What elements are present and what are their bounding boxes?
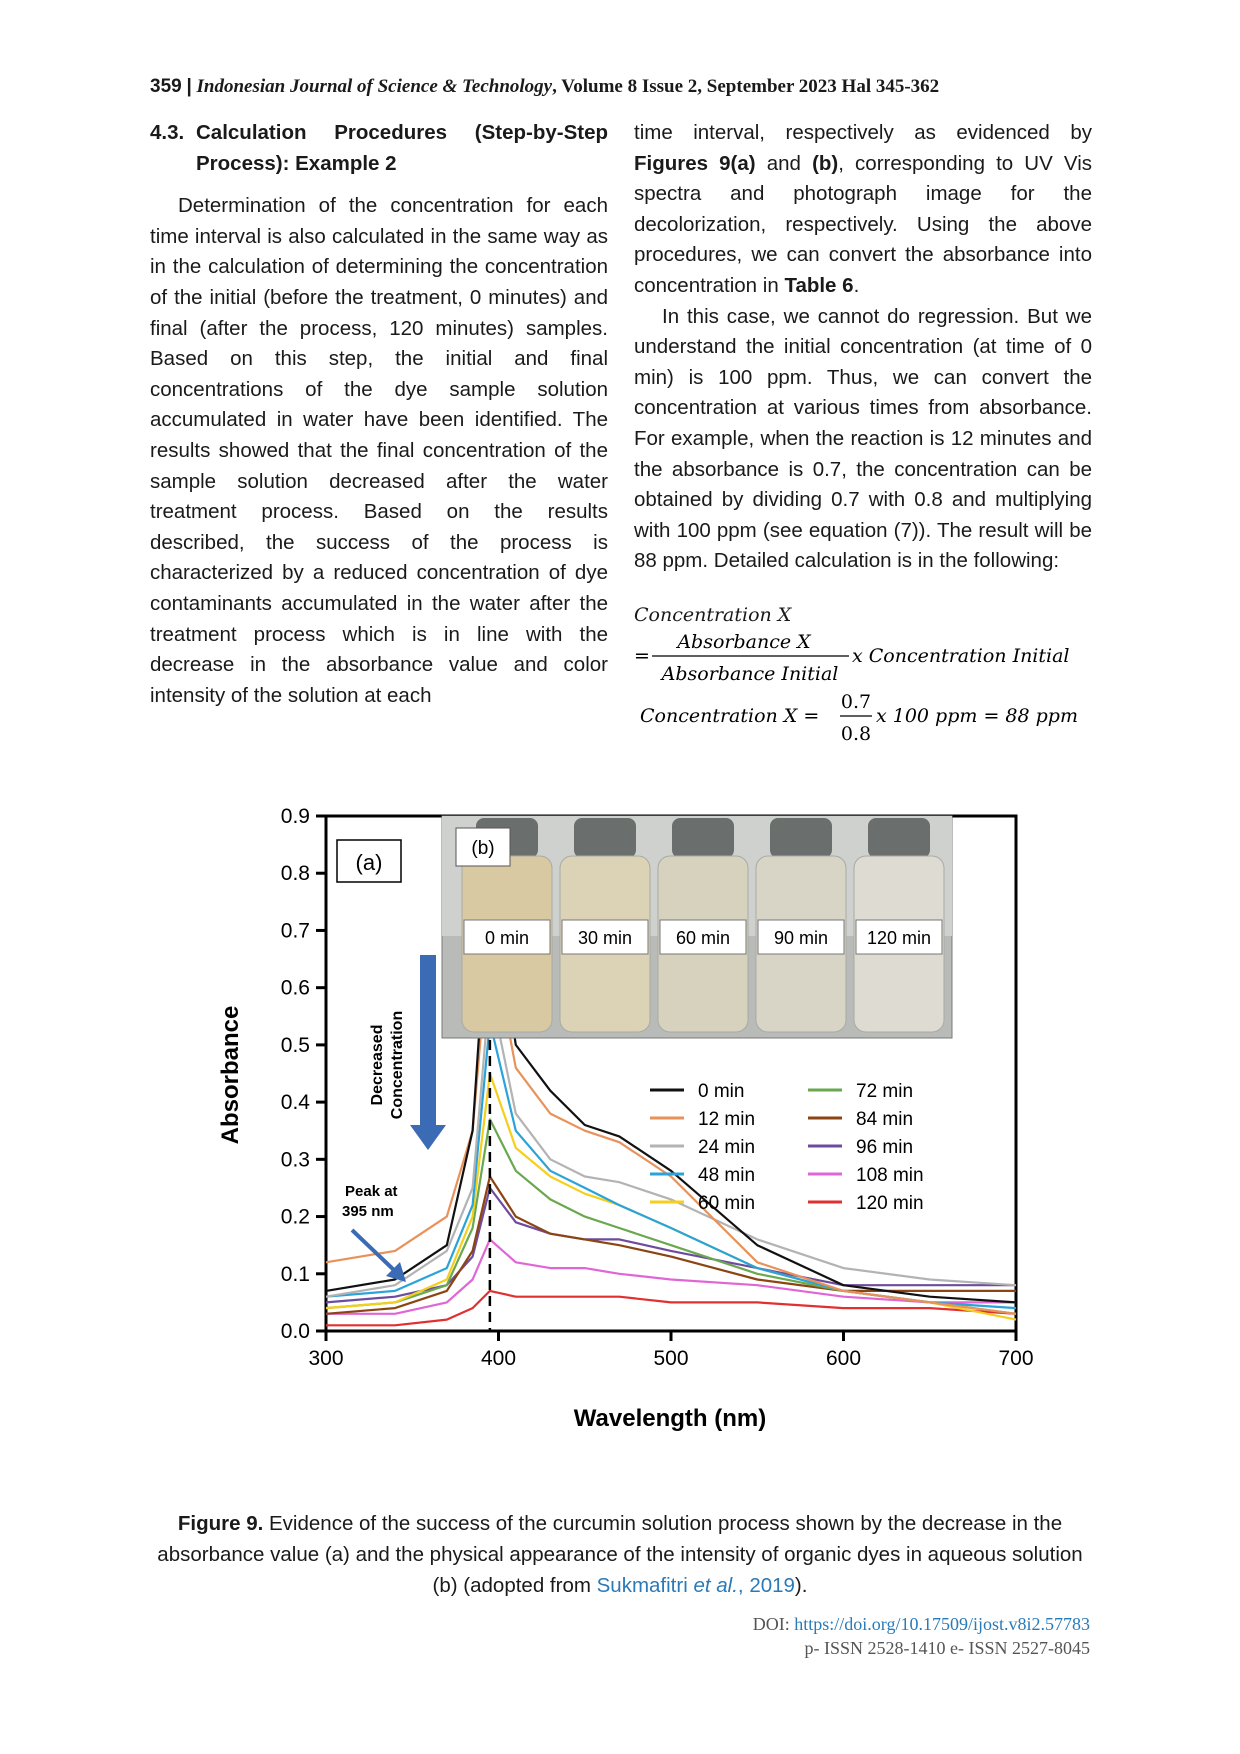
decrease-arrow [410, 955, 446, 1150]
vial-label: 0 min [485, 928, 529, 948]
table-ref: Table 6 [784, 273, 854, 297]
legend-label: 60 min [698, 1193, 755, 1214]
equation-block: = Absorbance X Absorbance Initial x Conc… [634, 631, 1070, 685]
y-tick-label: 0.1 [281, 1263, 310, 1286]
journal-name: Indonesian Journal of Science & Technolo… [196, 76, 553, 97]
vial-label: 30 min [578, 928, 632, 948]
legend-label: 108 min [856, 1165, 924, 1186]
y-tick-label: 0.7 [281, 919, 310, 942]
y-tick-label: 0.2 [281, 1206, 310, 1229]
issn-line: p- ISSN 2528-1410 e- ISSN 2527-8045 [804, 1638, 1091, 1658]
eq-equals: = [634, 645, 650, 667]
legend-label: 48 min [698, 1165, 755, 1186]
right-column: time interval, respectively as evidenced… [634, 118, 1092, 577]
x-tick-label: 400 [481, 1347, 516, 1370]
doi-line: DOI: https://doi.org/10.17509/ijost.v8i2… [752, 1614, 1090, 1634]
caption-label: Figure 9. [177, 1512, 264, 1535]
series-line-24-min [325, 986, 1017, 1298]
panel-b-label: (b) [471, 838, 494, 859]
right-paragraph-1: time interval, respectively as evidenced… [634, 121, 1092, 297]
x-tick-label: 500 [653, 1347, 688, 1370]
legend: 0 min 12 min 24 min 48 min 60 min 72 min 84 mi… [650, 1081, 924, 1214]
vial-cap [868, 818, 930, 858]
legend-label: 72 min [856, 1081, 913, 1102]
citation-link[interactable]: Sukmafitri et al., 2019 [596, 1574, 795, 1597]
running-header: 359 | Indonesian Journal of Science & Te… [150, 76, 939, 98]
x-tick-label: 600 [826, 1347, 861, 1370]
equation-line-3: Concentration X = 0.7 0.8 x 100 ppm = 88… [640, 691, 1078, 745]
panel-a-box [336, 839, 402, 883]
legend-label: 0 min [698, 1081, 744, 1102]
figure-ref-b: (b) [812, 151, 839, 175]
figure-caption: Figure 9. Evidence of the success of the… [157, 1512, 1083, 1597]
arrow-label-1: Decreased [369, 1025, 386, 1106]
equation-line-1: Concentration X [634, 604, 792, 626]
peak-arrow [350, 1228, 406, 1282]
y-tick-label: 0.4 [281, 1091, 311, 1114]
vial-label-box [561, 919, 649, 955]
section-title: Calculation Procedures (Step-by-Step Pro… [196, 121, 608, 175]
series-line-12-min [325, 929, 1017, 1315]
vial-cap [770, 818, 832, 858]
eq-rhs: x Concentration Initial [852, 645, 1070, 667]
vial-label-box [757, 919, 845, 955]
y-tick-label: 0.8 [281, 862, 310, 885]
y-tick-label: 0.6 [281, 977, 310, 1000]
arrow-label-2: Concentration [389, 1011, 406, 1119]
series-line-108-min [326, 1238, 1016, 1315]
page-footer: DOI: https://doi.org/10.17509/ijost.v8i2… [753, 1612, 1090, 1660]
series-line-0-min [325, 872, 1017, 1304]
legend-label: 84 min [856, 1109, 913, 1130]
panel-b-box [455, 827, 511, 867]
spectra-lines [325, 872, 1017, 1327]
y-tick-label: 0.0 [281, 1320, 310, 1343]
uv-vis-figure: 300 400 500 600 700 0.0 0.1 0.2 0.3 0.4 0.5 0.6 0.7 0… [217, 805, 1034, 1432]
x-axis-title: Wavelength (nm) [574, 1405, 766, 1432]
vial-cap [574, 818, 636, 858]
vial-label-box [855, 919, 943, 955]
y-axis-title: Absorbance [217, 1006, 244, 1145]
journal-issue: , Volume 8 Issue 2, September 2023 Hal 3… [552, 76, 940, 97]
legend-label: 24 min [698, 1137, 755, 1158]
peak-label-2: 395 nm [342, 1203, 394, 1220]
legend-label: 120 min [856, 1193, 924, 1214]
vial-label-box [659, 919, 747, 955]
y-tick-label: 0.3 [281, 1148, 310, 1171]
figure-ref-a: Figures 9(a) [634, 151, 756, 175]
y-tick-label: 0.5 [281, 1034, 310, 1057]
eq3-rhs: x 100 ppm = 88 ppm [876, 705, 1078, 727]
panel-a-label: (a) [356, 850, 383, 875]
left-column: 4.3. Calculation Procedures (Step-by-Ste… [150, 118, 608, 711]
left-paragraph: Determination of the concentration for e… [150, 194, 608, 707]
vial-label: 120 min [867, 928, 931, 948]
x-tick-label: 300 [308, 1347, 343, 1370]
vial-cap [672, 818, 734, 858]
series-line-120-min [326, 1289, 1017, 1327]
peak-label-1: Peak at [345, 1183, 398, 1200]
section-heading: 4.3. Calculation Procedures (Step-by-Ste… [150, 118, 608, 179]
y-tick-label: 0.9 [281, 805, 310, 828]
vial-label: 90 min [774, 928, 828, 948]
page-number: 359 [150, 76, 182, 97]
legend-label: 96 min [856, 1137, 913, 1158]
axes: 300 400 500 600 700 0.0 0.1 0.2 0.3 0.4 0.5 0.6 0.7 0… [281, 805, 1034, 1370]
eq3-num: 0.7 [841, 691, 871, 713]
photo-inset: 0 min 30 min 60 min 90 min 120 min (b) [441, 815, 953, 1039]
eq3-den: 0.8 [841, 723, 871, 745]
eq-numerator: Absorbance X [675, 631, 812, 653]
header-separator: | [186, 76, 192, 97]
doi-link[interactable]: https://doi.org/10.17509/ijost.v8i2.5778… [794, 1614, 1090, 1634]
vial-label: 60 min [676, 928, 730, 948]
legend-label: 12 min [698, 1109, 755, 1130]
x-tick-label: 700 [998, 1347, 1033, 1370]
eq3-lhs: Concentration X = [640, 705, 819, 727]
right-paragraph-2: In this case, we cannot do regression. B… [634, 304, 1092, 573]
vial-label-box [463, 919, 551, 955]
section-number: 4.3. [150, 121, 185, 144]
eq-denominator: Absorbance Initial [660, 663, 839, 685]
